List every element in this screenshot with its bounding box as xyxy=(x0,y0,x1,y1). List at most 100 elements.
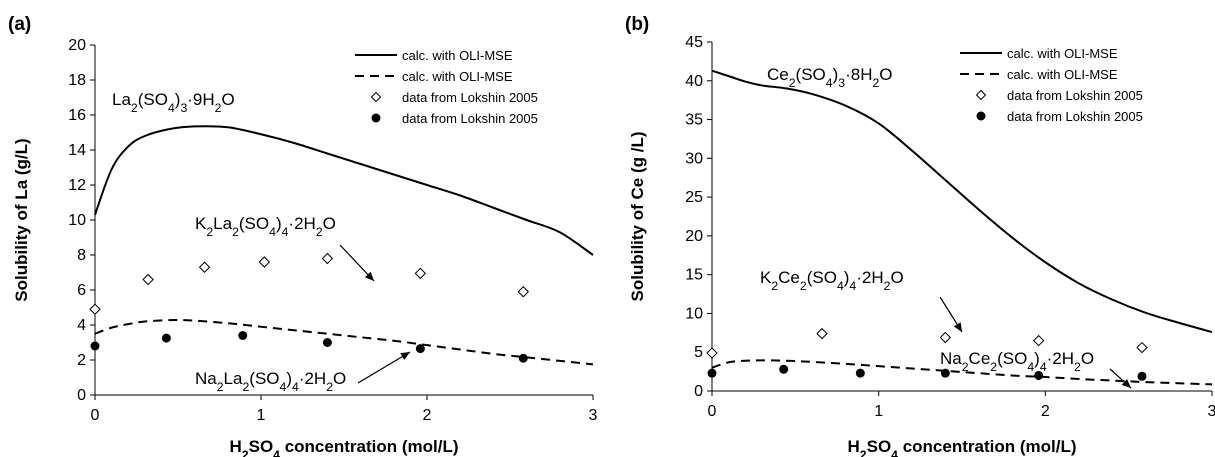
subscript: 3 xyxy=(180,101,187,115)
text-run: ·2H xyxy=(856,268,883,287)
y-tick-label: 25 xyxy=(685,189,703,206)
y-tick-label: 16 xyxy=(68,107,86,124)
subscript: 4 xyxy=(891,448,898,457)
x-axis-label: H2SO4 concentration (mol/L) xyxy=(848,437,1077,457)
y-tick-label: 10 xyxy=(685,305,703,322)
subscript: 2 xyxy=(131,101,138,115)
text-run: (SO xyxy=(796,65,826,84)
annotation-label: Na2La2(SO4)4·2H2O xyxy=(195,369,346,394)
data-point-diamond xyxy=(89,303,101,315)
annotation-arrowhead xyxy=(1121,378,1131,388)
data-point-circle xyxy=(238,331,248,340)
text-run: Ce xyxy=(767,65,789,84)
y-tick-label: 45 xyxy=(685,34,703,51)
text-run: K xyxy=(195,214,207,233)
text-run: (SO xyxy=(239,214,269,233)
series-line-dashed xyxy=(711,359,1213,386)
legend-label: calc. with OLI-MSE xyxy=(1007,67,1118,82)
subscript: 4 xyxy=(168,101,175,115)
text-run: ) xyxy=(286,369,292,388)
annotation-arrowhead xyxy=(364,271,374,281)
text-run: O xyxy=(879,65,892,84)
subscript: 2 xyxy=(242,448,249,457)
text-run: ·8H xyxy=(845,65,872,84)
x-axis-label: H2SO4 concentration (mol/L) xyxy=(230,437,459,457)
subscript: 2 xyxy=(217,380,224,394)
subscript: 2 xyxy=(326,380,333,394)
y-tick-label: 14 xyxy=(68,142,86,159)
text-run: O xyxy=(221,90,234,109)
legend-label: data from Lokshin 2005 xyxy=(1007,109,1143,124)
y-tick-label: 35 xyxy=(685,112,703,129)
legend-label: calc. with OLI-MSE xyxy=(402,48,513,63)
y-tick-label: 12 xyxy=(68,177,86,194)
text-run: O xyxy=(1081,349,1094,368)
x-tick-label: 2 xyxy=(423,407,432,424)
text-run: H xyxy=(848,437,860,456)
data-point-circle xyxy=(855,368,865,378)
data-point-diamond xyxy=(1136,341,1148,354)
subscript: 2 xyxy=(872,76,879,90)
subscript: 4 xyxy=(292,380,299,394)
data-point-diamond xyxy=(198,261,211,273)
text-run: (SO xyxy=(997,349,1027,368)
y-axis-label: Solubility of La (g/L) xyxy=(12,138,31,301)
data-point-diamond xyxy=(939,331,952,344)
subscript: 4 xyxy=(1027,360,1034,374)
data-point-circle xyxy=(415,344,425,354)
text-run: La xyxy=(213,214,232,233)
text-run: Ce xyxy=(778,268,800,287)
annotation-arrow xyxy=(357,351,411,384)
x-tick-label: 2 xyxy=(1041,403,1050,420)
subscript: 2 xyxy=(860,448,867,457)
subscript: 4 xyxy=(280,380,287,394)
text-run: O xyxy=(323,214,336,233)
text-run: ·2H xyxy=(1047,349,1074,368)
text-run: O xyxy=(333,369,346,388)
subscript: 2 xyxy=(789,76,796,90)
annotation-label: K2Ce2(SO4)4·2H2O xyxy=(760,268,904,293)
text-run: Na xyxy=(195,369,217,388)
data-point-circle xyxy=(1137,371,1147,381)
x-tick-label: 1 xyxy=(874,403,883,420)
text-run: ·2H xyxy=(299,369,326,388)
data-point-diamond xyxy=(816,327,828,340)
text-run: ) xyxy=(844,268,850,287)
text-run: ·2H xyxy=(288,214,315,233)
subscript: 2 xyxy=(990,360,997,374)
data-point-circle xyxy=(161,333,171,343)
y-tick-label: 10 xyxy=(68,212,86,229)
y-tick-label: 30 xyxy=(685,150,703,167)
legend-swatch-diamond xyxy=(370,91,382,103)
series-line-solid xyxy=(711,69,1213,334)
annotation-label: Ce2(SO4)3·8H2O xyxy=(767,65,893,90)
panel-label: (b) xyxy=(625,14,649,35)
annotation-arrowhead xyxy=(953,322,962,332)
subscript: 4 xyxy=(1040,360,1047,374)
subscript: 4 xyxy=(282,225,289,239)
subscript: 2 xyxy=(884,279,891,293)
data-point-circle xyxy=(1034,370,1044,380)
text-run: ) xyxy=(1034,349,1040,368)
y-tick-label: 0 xyxy=(77,387,86,404)
y-tick-label: 8 xyxy=(77,247,86,264)
y-tick-label: 15 xyxy=(685,267,703,284)
data-point-circle xyxy=(779,364,789,374)
x-tick-label: 0 xyxy=(91,407,100,424)
legend-swatch-circle xyxy=(371,113,381,123)
text-run: Na xyxy=(940,349,962,368)
text-run: O xyxy=(890,268,903,287)
y-tick-label: 20 xyxy=(68,37,86,54)
data-point-diamond xyxy=(517,286,529,298)
subscript: 2 xyxy=(242,380,249,394)
series-line-dashed xyxy=(94,319,594,366)
text-run: SO xyxy=(249,437,274,456)
legend-label: data from Lokshin 2005 xyxy=(402,111,538,126)
y-tick-label: 6 xyxy=(77,282,86,299)
text-run: SO xyxy=(867,437,892,456)
subscript: 4 xyxy=(269,225,276,239)
data-point-circle xyxy=(707,368,717,378)
text-run: ) xyxy=(175,90,181,109)
text-run: La xyxy=(224,369,243,388)
x-tick-label: 3 xyxy=(589,407,598,424)
